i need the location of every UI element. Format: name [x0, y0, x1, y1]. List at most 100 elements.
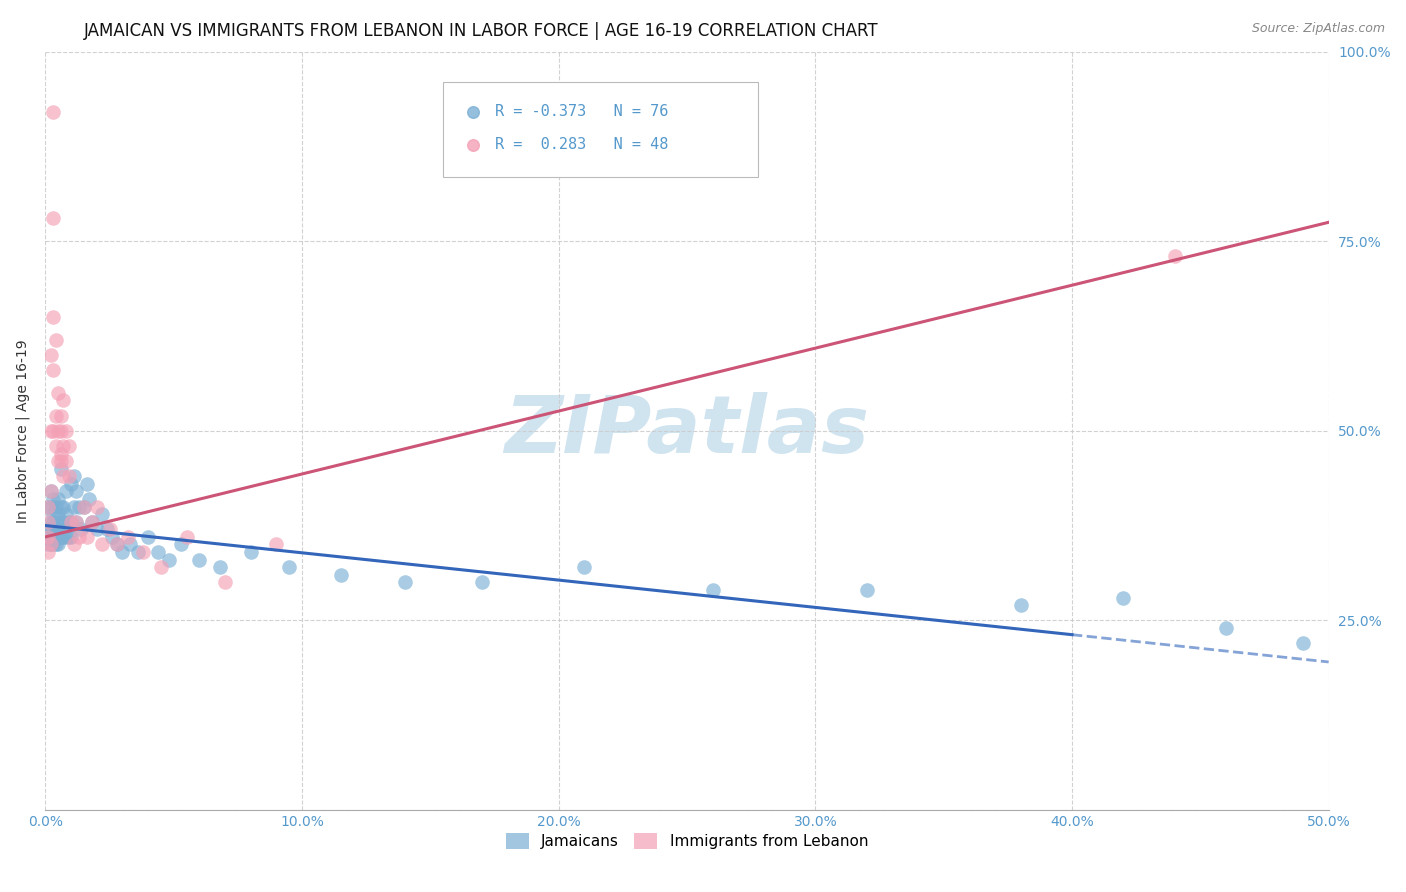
Point	[52, 522, 75, 536]
Point	[98, 522, 121, 536]
Point	[170, 537, 193, 551]
Point	[394, 575, 416, 590]
Point	[157, 552, 180, 566]
Point	[148, 545, 170, 559]
Point	[58, 530, 80, 544]
Point	[58, 515, 80, 529]
Point	[1292, 636, 1315, 650]
Point	[42, 424, 65, 438]
Point	[46, 491, 69, 506]
Point	[62, 537, 84, 551]
Point	[702, 582, 724, 597]
Point	[62, 500, 84, 514]
Point	[46, 522, 69, 536]
Point	[39, 522, 62, 536]
Point	[55, 454, 77, 468]
Text: R = -0.373   N = 76: R = -0.373 N = 76	[495, 104, 668, 120]
Point	[46, 454, 69, 468]
Point	[45, 500, 67, 514]
Point	[55, 530, 77, 544]
Point	[889, 104, 911, 119]
Point	[60, 515, 83, 529]
Point	[37, 545, 59, 559]
Point	[65, 515, 87, 529]
Point	[67, 500, 90, 514]
Point	[39, 484, 62, 499]
Point	[55, 424, 77, 438]
Point	[855, 582, 877, 597]
Point	[42, 515, 65, 529]
Point	[67, 530, 90, 544]
Point	[52, 500, 75, 514]
Point	[149, 560, 172, 574]
Text: R =  0.283   N = 48: R = 0.283 N = 48	[495, 137, 668, 153]
Point	[90, 537, 112, 551]
Point	[52, 393, 75, 408]
Text: ZIPatlas: ZIPatlas	[505, 392, 869, 470]
Point	[37, 500, 59, 514]
Point	[39, 424, 62, 438]
Point	[46, 385, 69, 400]
Point	[73, 500, 96, 514]
Point	[188, 552, 211, 566]
Point	[58, 469, 80, 483]
Point	[49, 409, 72, 423]
Point	[76, 530, 98, 544]
Point	[46, 537, 69, 551]
Point	[117, 530, 139, 544]
Text: JAMAICAN VS IMMIGRANTS FROM LEBANON IN LABOR FORCE | AGE 16-19 CORRELATION CHART: JAMAICAN VS IMMIGRANTS FROM LEBANON IN L…	[84, 22, 879, 40]
Point	[127, 545, 149, 559]
Point	[136, 530, 159, 544]
Point	[266, 537, 288, 551]
Point	[39, 484, 62, 499]
Point	[42, 507, 65, 521]
Point	[80, 515, 103, 529]
Point	[49, 500, 72, 514]
Point	[45, 515, 67, 529]
Point	[132, 545, 155, 559]
Point	[39, 515, 62, 529]
Point	[42, 310, 65, 324]
Point	[1215, 621, 1237, 635]
Point	[90, 507, 112, 521]
Point	[49, 530, 72, 544]
Point	[80, 515, 103, 529]
Point	[42, 211, 65, 226]
Point	[46, 424, 69, 438]
Point	[105, 537, 128, 551]
Point	[37, 500, 59, 514]
Point	[278, 560, 301, 574]
Point	[1010, 598, 1032, 612]
Point	[39, 348, 62, 362]
Point	[176, 530, 198, 544]
Point	[46, 507, 69, 521]
Point	[42, 522, 65, 536]
Point	[77, 491, 100, 506]
Point	[45, 522, 67, 536]
Point	[1163, 249, 1185, 263]
Point	[208, 560, 231, 574]
Point	[111, 545, 134, 559]
Point	[58, 439, 80, 453]
Point	[101, 530, 124, 544]
Point	[62, 469, 84, 483]
Point	[60, 476, 83, 491]
Point	[42, 491, 65, 506]
FancyBboxPatch shape	[443, 82, 758, 177]
Point	[49, 446, 72, 460]
Point	[39, 500, 62, 514]
Point	[49, 424, 72, 438]
Point	[55, 484, 77, 499]
Point	[76, 476, 98, 491]
Point	[45, 530, 67, 544]
Point	[471, 575, 494, 590]
Point	[105, 537, 128, 551]
Point	[52, 530, 75, 544]
Point	[45, 333, 67, 347]
Point	[39, 537, 62, 551]
Point	[86, 500, 108, 514]
Point	[574, 560, 596, 574]
Y-axis label: In Labor Force | Age 16-19: In Labor Force | Age 16-19	[15, 339, 30, 523]
Point	[214, 575, 236, 590]
Point	[42, 363, 65, 377]
